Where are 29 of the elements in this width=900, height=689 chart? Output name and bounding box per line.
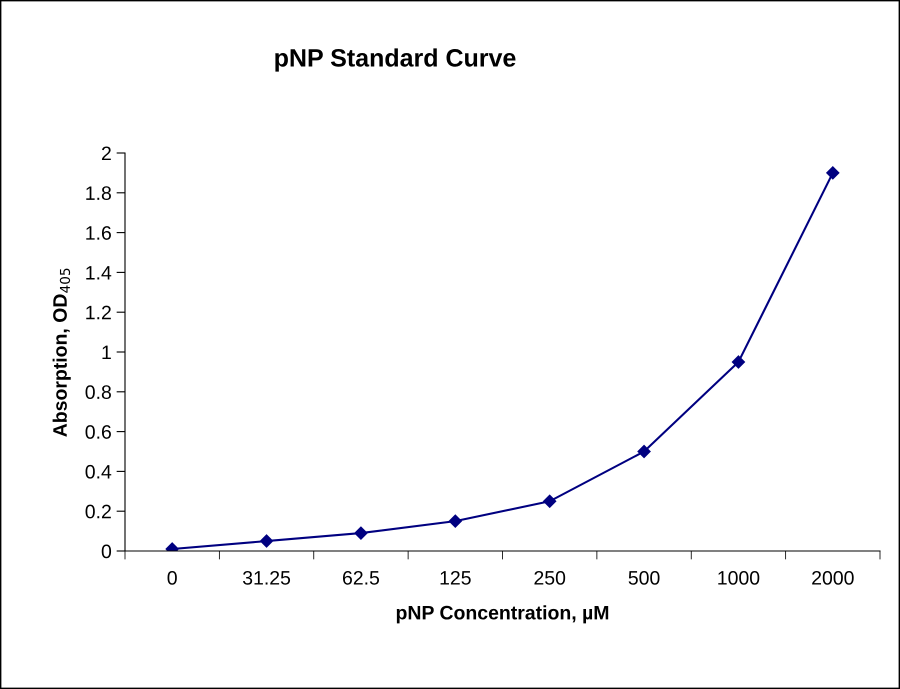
x-tick-label: 62.5: [343, 570, 380, 585]
y-tick-label: 0.6: [86, 425, 111, 439]
x-tick-label: 1000: [718, 570, 760, 585]
point: [637, 444, 651, 458]
y-tick-label: 0.8: [86, 385, 111, 400]
chart-title: pNP Standard Curve: [275, 48, 516, 72]
x-tick-label: 125: [440, 570, 471, 585]
y-tick-label: 1.8: [86, 186, 111, 200]
point: [732, 355, 746, 369]
y-tick-label: 0.2: [86, 504, 111, 518]
y-tick-label: 1.2: [86, 306, 111, 320]
x-tick-label: 31.25: [242, 570, 290, 585]
y-tick-label: 1.4: [86, 266, 112, 280]
point: [826, 166, 840, 180]
y-axis-title: Absorption, OD$_{405}$: [52, 268, 71, 437]
y-tick-label: 1.6: [86, 226, 111, 240]
x-tick-label: 2000: [812, 570, 854, 585]
x-tick-label: 500: [628, 570, 660, 585]
x-axis-title: pNP Concentration, µM: [396, 605, 608, 624]
point: [448, 514, 462, 528]
y-tick-label: 0.4: [86, 464, 112, 479]
point: [260, 534, 274, 548]
point: [354, 526, 368, 540]
y-tick-label: 1: [102, 346, 111, 360]
y-tick-label: 2: [102, 146, 111, 160]
y-tick-label: 0: [102, 544, 112, 558]
x-tick-label: 0: [168, 570, 177, 585]
x-tick-label: 250: [534, 570, 566, 585]
point: [543, 494, 556, 508]
